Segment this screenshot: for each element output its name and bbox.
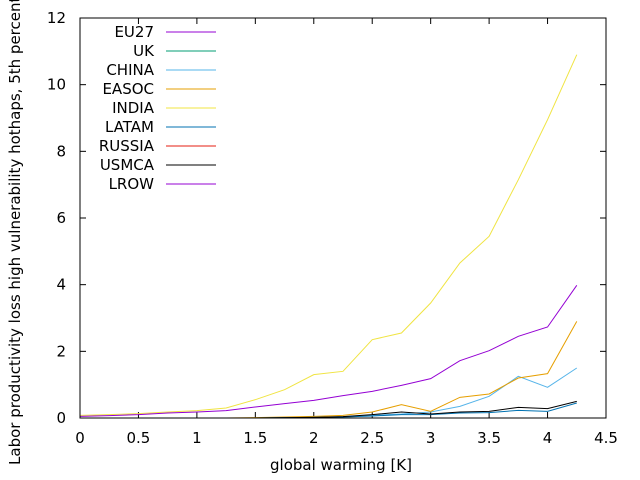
x-tick-label: 4 [543, 429, 553, 447]
plot-frame [79, 17, 607, 419]
series-line-lrow [79, 285, 578, 417]
legend-label: UK [133, 42, 155, 60]
legend-label: INDIA [112, 99, 155, 117]
x-tick-label: 1 [192, 429, 202, 447]
y-tick-label: 2 [56, 342, 66, 360]
legend-label: RUSSIA [99, 137, 155, 155]
y-tick-label: 6 [56, 209, 66, 227]
legend: EU27UKCHINAEASOCINDIALATAMRUSSIAUSMCALRO… [99, 23, 216, 193]
x-tick-label: 4.5 [594, 429, 618, 447]
series-line-india [79, 54, 578, 416]
x-tick-label: 0 [75, 429, 85, 447]
x-tick-label: 3.5 [477, 429, 501, 447]
y-tick-label: 4 [56, 276, 66, 294]
x-tick-label: 0.5 [127, 429, 151, 447]
x-tick-label: 3 [426, 429, 436, 447]
x-tick-label: 2.5 [360, 429, 384, 447]
legend-label: EASOC [102, 80, 154, 98]
legend-label: USMCA [100, 156, 155, 174]
legend-label: LROW [109, 175, 155, 193]
x-axis-label: global warming [K] [270, 456, 412, 474]
y-axis-label: Labor productivity loss high vulnerabili… [6, 0, 24, 465]
legend-label: CHINA [106, 61, 154, 79]
y-tick-label: 10 [47, 76, 66, 94]
x-tick-label: 2 [309, 429, 319, 447]
legend-label: EU27 [114, 23, 154, 41]
y-tick-label: 0 [56, 409, 66, 427]
axes: 0 0.5 1 1.5 2 2.5 3 3.5 4 4.5 0 2 4 6 8 10 12 [47, 9, 618, 447]
legend-label: LATAM [105, 118, 154, 136]
y-tick-label: 12 [47, 9, 66, 27]
x-tick-label: 1.5 [243, 429, 267, 447]
y-tick-label: 8 [56, 142, 66, 160]
